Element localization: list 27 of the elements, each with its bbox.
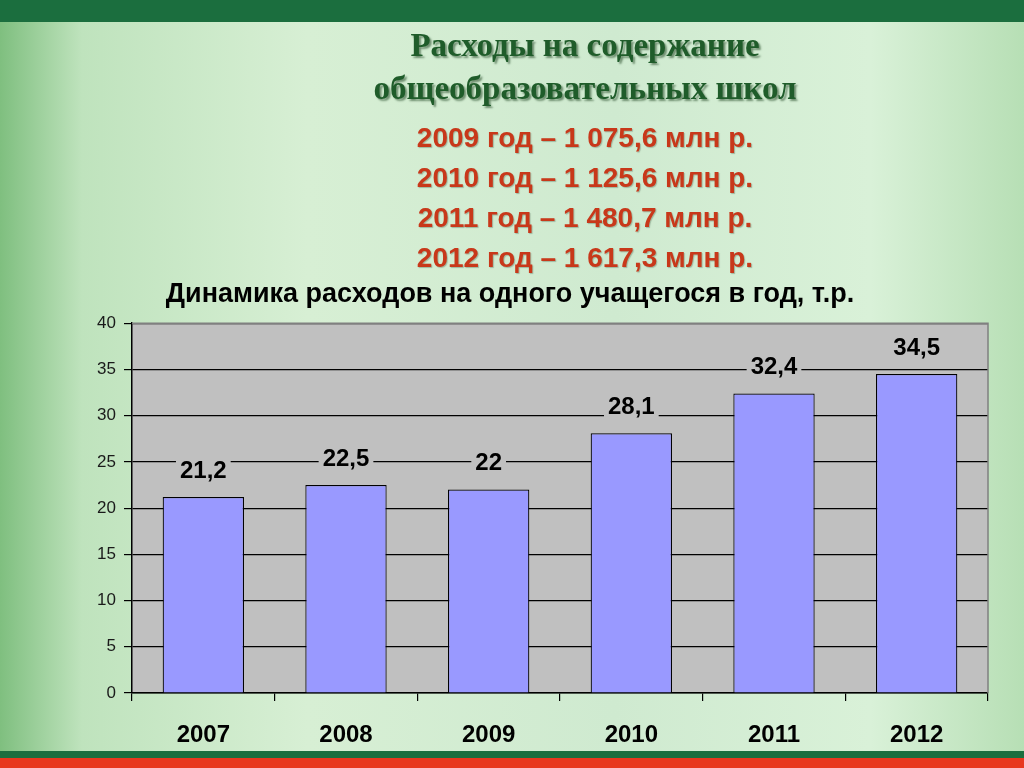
x-tick-label: 2011 — [747, 720, 801, 748]
data-label: 34,5 — [893, 332, 941, 360]
chart-title: Расходы на содержание общеобразовательных школ — [372, 26, 798, 108]
y-tick-label: 20 — [97, 497, 116, 517]
data-label: 21,2 — [179, 455, 227, 483]
x-tick-label: 2007 — [176, 720, 231, 748]
x-tick-label: 2009 — [461, 720, 516, 748]
y-tick-label: 15 — [97, 544, 116, 564]
x-tick-label: 2010 — [604, 720, 659, 748]
text: 2011 год – 1 480,7 млн р. — [416, 201, 754, 235]
chart-subtitle: Динамика расходов на одного учащегося в год, т.р. — [164, 277, 856, 310]
data-label: 22 — [475, 448, 503, 476]
y-tick-label: 10 — [97, 590, 116, 610]
y-tick-label: 0 — [106, 682, 116, 702]
y-tick-label: 35 — [97, 359, 116, 379]
text: 2012 год – 1 617,3 млн р. — [415, 241, 755, 275]
y-tick-label: 25 — [97, 451, 116, 471]
y-tick-label: 40 — [97, 312, 116, 332]
data-label: 22,5 — [322, 443, 370, 471]
x-tick-label: 2012 — [889, 720, 944, 748]
data-label: 32,4 — [750, 352, 798, 380]
text: 2009 год – 1 075,6 млн р. — [415, 121, 755, 155]
y-tick-label: 30 — [97, 405, 116, 425]
x-tick-label: 2008 — [319, 720, 373, 748]
y-tick-label: 5 — [106, 636, 116, 656]
data-label: 28,1 — [607, 391, 655, 419]
text: 2010 год – 1 125,6 млн р. — [415, 161, 755, 195]
